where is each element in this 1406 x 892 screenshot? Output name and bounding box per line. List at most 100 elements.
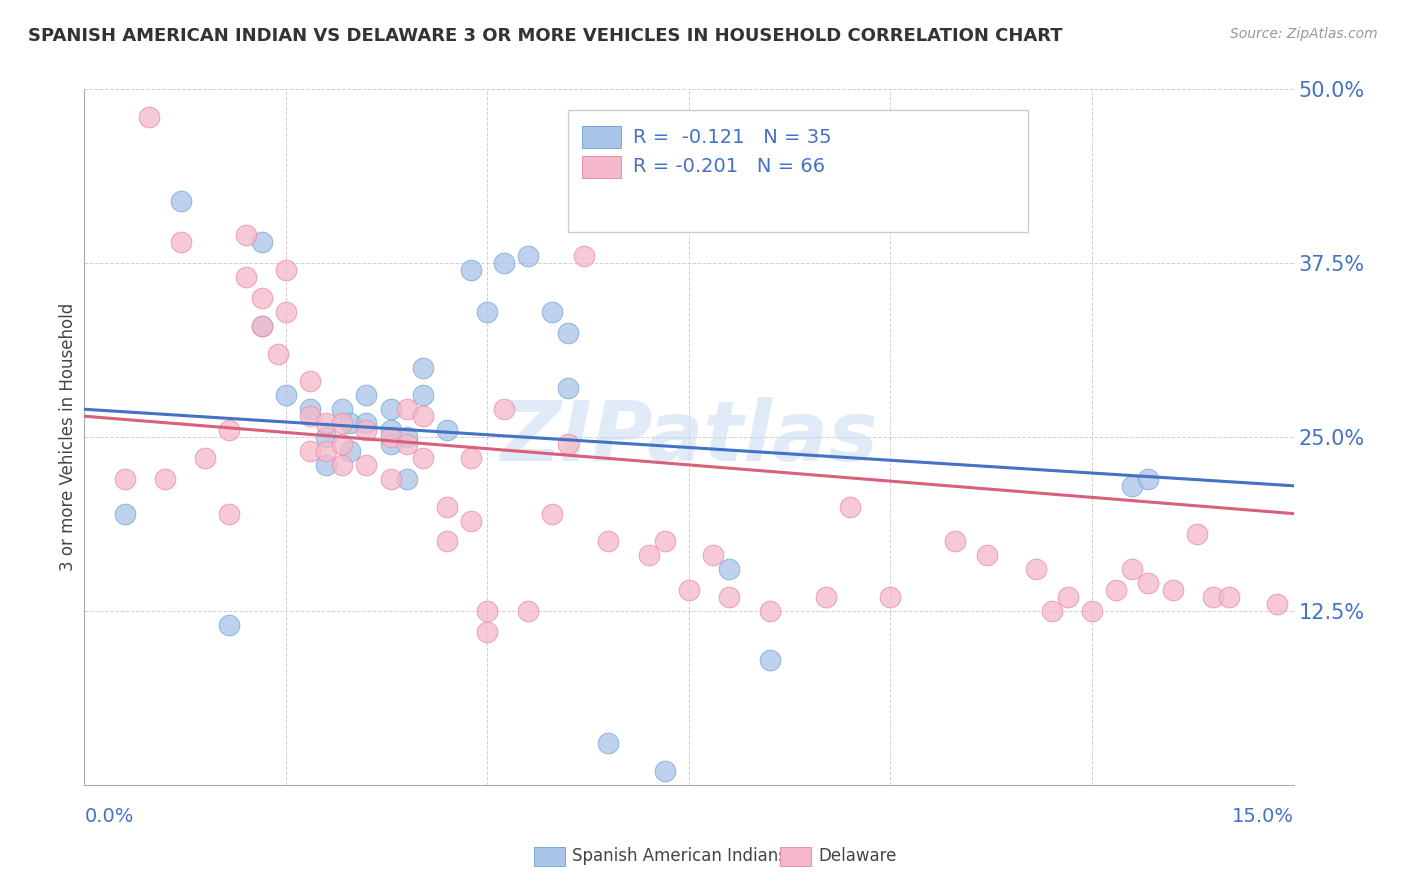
Text: SPANISH AMERICAN INDIAN VS DELAWARE 3 OR MORE VEHICLES IN HOUSEHOLD CORRELATION : SPANISH AMERICAN INDIAN VS DELAWARE 3 OR…	[28, 27, 1063, 45]
Point	[380, 437, 402, 451]
Point	[1202, 590, 1225, 604]
Y-axis label: 3 or more Vehicles in Household: 3 or more Vehicles in Household	[59, 303, 77, 571]
Point	[436, 534, 458, 549]
Text: 15.0%: 15.0%	[1232, 807, 1294, 826]
Point	[114, 472, 136, 486]
Point	[1267, 597, 1289, 611]
Point	[814, 590, 837, 604]
Point	[274, 263, 297, 277]
Text: Spanish American Indians: Spanish American Indians	[572, 847, 787, 865]
Point	[572, 249, 595, 263]
Point	[395, 437, 418, 451]
Point	[395, 430, 418, 444]
Point	[1025, 562, 1047, 576]
Point	[274, 305, 297, 319]
Point	[718, 562, 741, 576]
Point	[1185, 527, 1208, 541]
Point	[1105, 583, 1128, 598]
Point	[356, 458, 378, 472]
Point	[1137, 472, 1160, 486]
Point	[1056, 590, 1078, 604]
Point	[654, 534, 676, 549]
Point	[412, 409, 434, 424]
Point	[460, 514, 482, 528]
Point	[380, 430, 402, 444]
Point	[879, 590, 901, 604]
Point	[412, 450, 434, 465]
Point	[138, 110, 160, 124]
Point	[436, 500, 458, 514]
Text: Source: ZipAtlas.com: Source: ZipAtlas.com	[1230, 27, 1378, 41]
Point	[702, 549, 724, 563]
Point	[170, 235, 193, 250]
Point	[315, 444, 337, 458]
Point	[1218, 590, 1240, 604]
Point	[492, 256, 515, 270]
Point	[339, 444, 361, 458]
Text: R =  -0.121   N = 35: R = -0.121 N = 35	[633, 128, 831, 147]
Point	[541, 507, 564, 521]
Point	[598, 534, 620, 549]
Point	[356, 416, 378, 430]
Point	[315, 458, 337, 472]
Point	[250, 318, 273, 333]
Text: Delaware: Delaware	[818, 847, 897, 865]
Point	[114, 507, 136, 521]
Point	[1137, 576, 1160, 591]
Point	[153, 472, 176, 486]
Point	[1121, 479, 1143, 493]
Point	[299, 409, 322, 424]
Point	[477, 604, 499, 618]
Point	[598, 736, 620, 750]
Point	[218, 618, 240, 632]
Point	[621, 201, 644, 215]
Text: ZIPatlas: ZIPatlas	[501, 397, 877, 477]
Point	[1081, 604, 1104, 618]
Point	[380, 423, 402, 437]
Point	[330, 416, 353, 430]
Point	[943, 534, 966, 549]
Point	[654, 764, 676, 778]
Point	[460, 450, 482, 465]
Point	[356, 423, 378, 437]
Point	[976, 549, 998, 563]
Point	[412, 388, 434, 402]
Point	[1121, 562, 1143, 576]
Point	[839, 500, 862, 514]
Point	[218, 423, 240, 437]
Point	[557, 437, 579, 451]
Point	[274, 388, 297, 402]
Point	[477, 305, 499, 319]
Point	[194, 450, 217, 465]
Text: 0.0%: 0.0%	[84, 807, 134, 826]
Point	[412, 360, 434, 375]
Text: R = -0.201   N = 66: R = -0.201 N = 66	[633, 157, 825, 177]
Point	[758, 604, 780, 618]
Point	[250, 235, 273, 250]
Point	[460, 263, 482, 277]
Point	[315, 416, 337, 430]
Point	[678, 583, 700, 598]
Point	[637, 549, 659, 563]
Point	[557, 381, 579, 395]
Point	[1161, 583, 1184, 598]
Point	[395, 472, 418, 486]
Point	[299, 375, 322, 389]
Point	[330, 402, 353, 417]
Point	[235, 270, 257, 285]
Point	[557, 326, 579, 340]
Point	[516, 249, 538, 263]
Point	[436, 423, 458, 437]
Point	[516, 604, 538, 618]
Point	[315, 430, 337, 444]
Point	[356, 388, 378, 402]
Point	[380, 472, 402, 486]
Point	[395, 402, 418, 417]
Point	[1040, 604, 1063, 618]
Point	[758, 653, 780, 667]
Point	[218, 507, 240, 521]
Point	[541, 305, 564, 319]
Point	[299, 402, 322, 417]
Point	[267, 346, 290, 360]
Point	[718, 590, 741, 604]
